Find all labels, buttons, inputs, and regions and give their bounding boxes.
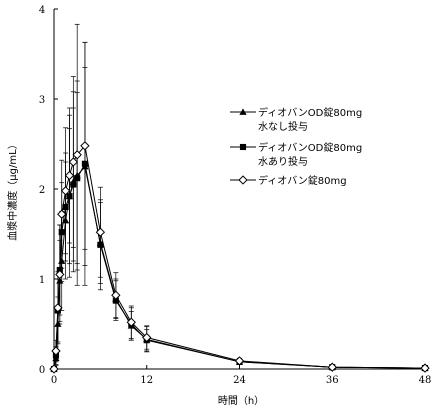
data-point <box>234 356 245 366</box>
legend-label: 水あり投与 <box>258 155 308 168</box>
data-point <box>51 346 61 356</box>
series-line <box>53 165 426 370</box>
x-tick-label: 24 <box>233 375 246 386</box>
x-tick-label: 36 <box>326 375 339 386</box>
legend-marker <box>239 108 247 115</box>
legend-label: ディオバンOD錠80mg <box>258 141 362 154</box>
x-axis-label: 時間（h） <box>218 395 264 407</box>
data-point <box>53 303 63 313</box>
data-point <box>142 332 152 343</box>
legend-item-3: ディオバン錠80mg <box>230 174 347 187</box>
data-point <box>49 364 59 374</box>
data-point <box>64 170 75 181</box>
plot-area <box>49 23 430 374</box>
y-tick-label: 4 <box>39 5 45 16</box>
data-point <box>95 227 106 237</box>
y-tick-label: 1 <box>39 275 45 286</box>
data-point <box>111 290 121 300</box>
data-point <box>68 157 78 167</box>
y-tick-label: 3 <box>39 95 45 106</box>
data-point <box>327 362 337 372</box>
y-tick-label: 0 <box>39 365 45 376</box>
data-point <box>72 150 82 160</box>
series-line <box>53 162 426 370</box>
data-point <box>55 269 65 280</box>
data-point <box>60 186 71 196</box>
legend: ディオバンOD錠80mg水なし投与ディオバンOD錠80mg水あり投与ディオバン錠… <box>230 106 362 187</box>
data-point <box>57 209 67 219</box>
series-1 <box>50 67 429 372</box>
legend-label: ディオバンOD錠80mg <box>258 106 362 119</box>
x-tick-label: 48 <box>419 375 432 386</box>
data-point <box>126 317 136 327</box>
legend-marker <box>238 175 248 185</box>
y-tick-label: 2 <box>39 185 45 196</box>
series-2 <box>50 41 429 373</box>
data-point <box>420 363 430 373</box>
y-axis-label: 血漿中濃度（μg/mL） <box>6 139 19 240</box>
x-tick-label: 0 <box>51 375 57 386</box>
axes <box>53 9 425 370</box>
legend-label: 水なし投与 <box>258 120 308 133</box>
legend-label: ディオバン錠80mg <box>258 174 347 187</box>
legend-marker <box>239 143 247 151</box>
series-3 <box>49 23 430 374</box>
data-point <box>80 141 90 151</box>
x-tick-label: 12 <box>140 375 153 386</box>
